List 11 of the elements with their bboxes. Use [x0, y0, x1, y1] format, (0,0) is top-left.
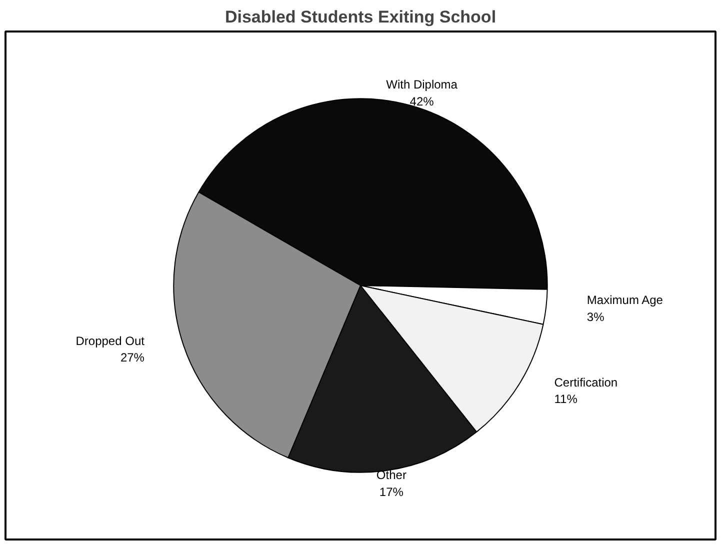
data-label: 3% — [586, 310, 605, 324]
data-label: 17% — [379, 484, 404, 499]
slice-label: Certification — [554, 375, 618, 390]
slice-label: With Diploma — [386, 78, 458, 92]
data-label: 27% — [120, 350, 145, 365]
slice-label: Dropped Out — [76, 334, 146, 348]
chart-title: Disabled Students Exiting School — [224, 8, 496, 26]
slice-label: Other — [376, 468, 406, 482]
data-label: 11% — [554, 392, 578, 406]
slice-label: Maximum Age — [586, 293, 664, 308]
data-label: 42% — [410, 94, 434, 108]
